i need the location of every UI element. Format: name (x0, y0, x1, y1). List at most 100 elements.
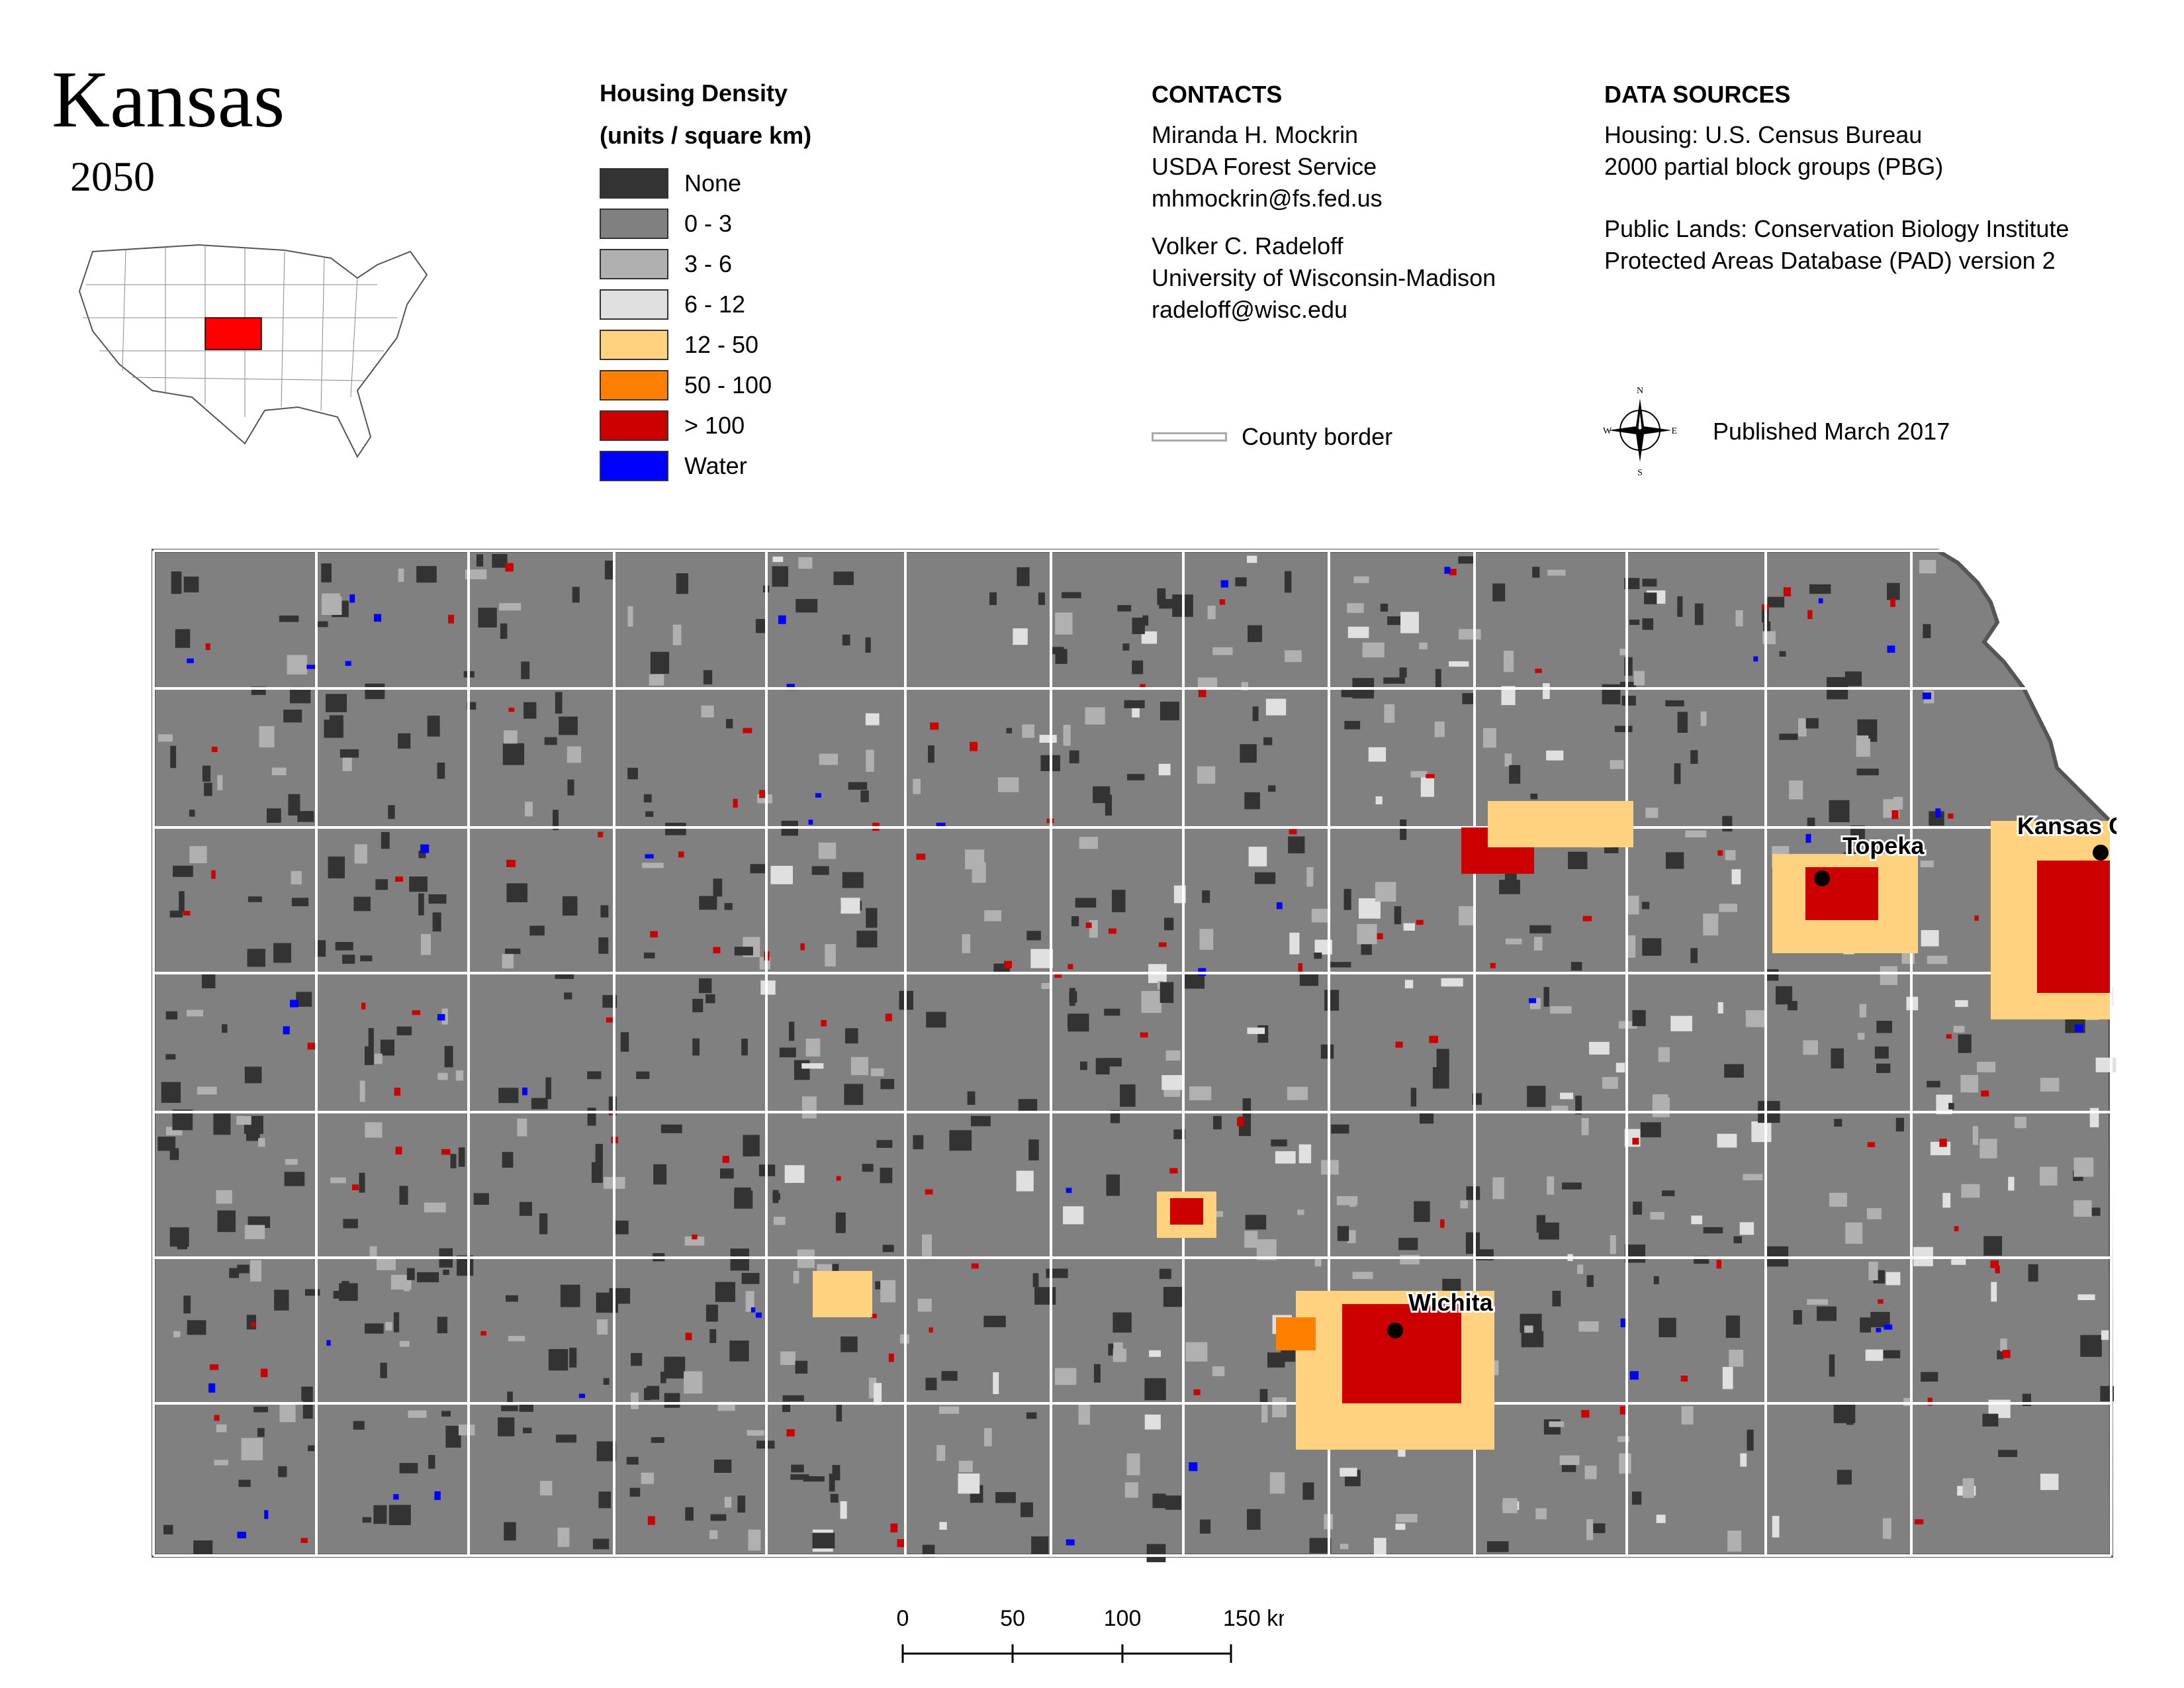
density-cell (1220, 580, 1229, 588)
published-date: Published March 2017 (1713, 418, 1950, 445)
density-cell (1202, 890, 1210, 903)
density-cell (1165, 1050, 1181, 1061)
density-cell (868, 1378, 877, 1399)
density-cell (1747, 1429, 1754, 1451)
density-cell (253, 1407, 268, 1413)
density-cell (1640, 1122, 1661, 1138)
density-cell (208, 1383, 216, 1393)
density-cell (874, 1383, 882, 1405)
density-cell (1440, 1219, 1445, 1228)
density-cell (1398, 1445, 1406, 1457)
density-cell (293, 686, 302, 703)
density-cell (1665, 700, 1684, 707)
density-cell (1383, 677, 1405, 684)
density-cell (170, 745, 177, 769)
density-cell (798, 557, 813, 569)
density-cell (1685, 830, 1707, 838)
density-cell (1289, 932, 1300, 955)
contact-person-2: Volker C. Radeloff University of Wiscons… (1152, 230, 1496, 326)
density-cell (364, 1046, 374, 1065)
density-cell (1141, 631, 1158, 644)
density-cell (1783, 587, 1792, 596)
density-cell (1857, 1033, 1865, 1040)
density-cell (409, 876, 428, 892)
density-cell (1189, 1462, 1198, 1472)
density-cell (759, 790, 766, 798)
density-cell (385, 1322, 392, 1331)
density-cell (1416, 919, 1424, 925)
density-cell (1501, 686, 1516, 706)
density-cell (163, 1524, 173, 1534)
density-cell (770, 865, 793, 884)
density-cell (1247, 555, 1257, 563)
density-cell (1610, 760, 1624, 769)
density-cell (1426, 774, 1435, 778)
density-cell (971, 1263, 979, 1269)
density-cell (1629, 620, 1640, 626)
density-cell (692, 1038, 700, 1056)
scale-tick-100: 100 (1104, 1606, 1142, 1631)
density-cell (710, 1514, 727, 1521)
density-cell (2040, 1078, 2060, 1092)
density-cell (936, 1444, 946, 1461)
legend-item: 6 - 12 (600, 288, 745, 321)
density-cell (508, 708, 515, 712)
density-cell (1272, 1397, 1287, 1418)
density-cell (1113, 1348, 1126, 1362)
density-cell (1733, 1236, 1742, 1244)
density-cell (1845, 1222, 1863, 1244)
density-cell (1093, 1364, 1101, 1383)
density-cell (1066, 1539, 1075, 1546)
density-cell (1604, 847, 1619, 854)
density-cell (1105, 794, 1112, 816)
density-cell (1535, 1508, 1547, 1520)
density-cell (1041, 983, 1052, 990)
density-cell (751, 1307, 756, 1313)
density-cell (250, 1260, 261, 1282)
density-cell (812, 1532, 835, 1549)
density-cell (388, 805, 395, 820)
density-cell (1803, 1040, 1818, 1055)
density-cell (865, 713, 880, 726)
density-cell (216, 1190, 232, 1204)
density-cell (1972, 1126, 1978, 1145)
urban-area (1276, 1317, 1316, 1350)
density-cell (396, 1026, 412, 1036)
density-cell (1410, 771, 1428, 778)
density-cell (271, 767, 287, 776)
density-cell (660, 1372, 666, 1383)
density-cell (1126, 1453, 1140, 1476)
density-cell (626, 1456, 639, 1465)
density-cell (865, 637, 871, 653)
density-cell (606, 1017, 615, 1023)
density-cell (333, 1290, 343, 1299)
urban-area (1488, 801, 1633, 847)
density-cell (408, 1410, 427, 1418)
density-cell (796, 598, 818, 613)
density-cell (2002, 1350, 2011, 1358)
density-cell (913, 1135, 924, 1150)
density-cell (880, 1078, 895, 1090)
density-cell (848, 782, 868, 790)
density-cell (772, 556, 784, 563)
density-cell (2000, 1338, 2007, 1352)
density-cell (1400, 1254, 1420, 1265)
density-cell (1551, 1105, 1569, 1111)
density-cell (179, 891, 185, 912)
density-cell (603, 1378, 610, 1385)
density-cell (1876, 1327, 1882, 1333)
density-cell (724, 1497, 732, 1508)
density-cell (1690, 750, 1698, 764)
density-cell (500, 623, 508, 639)
density-cell (734, 947, 753, 956)
density-cell (811, 866, 829, 875)
density-cell (205, 643, 210, 651)
density-cell (1207, 605, 1216, 620)
density-cell (651, 1437, 664, 1443)
density-cell (1298, 1144, 1312, 1164)
density-cell (1982, 1413, 1999, 1427)
density-cell (1069, 750, 1079, 764)
density-cell (428, 1455, 435, 1469)
density-cell (1158, 763, 1171, 776)
density-cell (1245, 1215, 1267, 1230)
